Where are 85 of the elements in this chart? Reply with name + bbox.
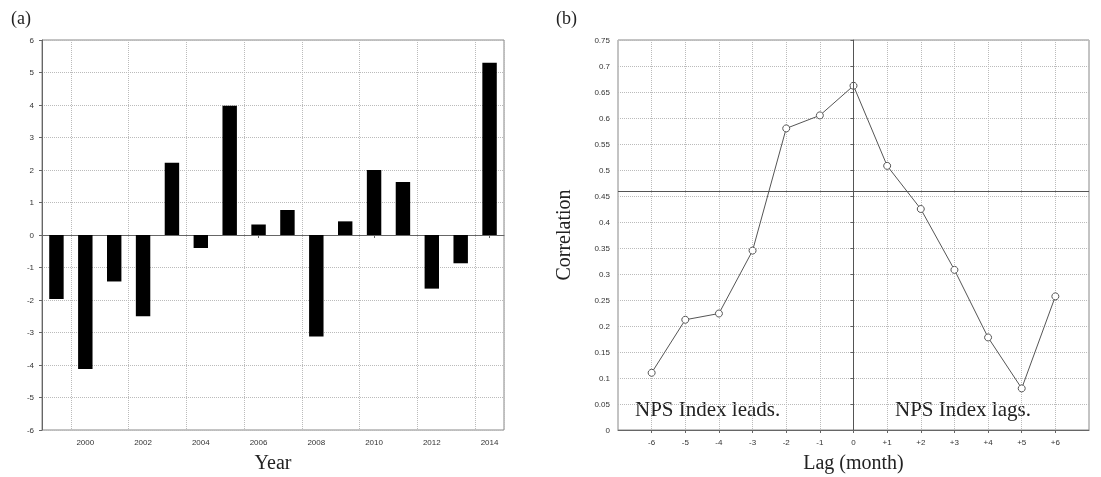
y-tick-label: -2 — [26, 295, 35, 305]
x-tick-label: -1 — [816, 437, 824, 447]
y-tick-label: 0.35 — [594, 243, 611, 253]
bar — [164, 162, 180, 235]
bar — [453, 235, 468, 264]
x-tick-label: +1 — [882, 437, 893, 447]
point — [883, 161, 892, 170]
point — [916, 205, 925, 213]
point — [782, 124, 791, 133]
chart-title: (b) — [556, 8, 577, 29]
y-tick-label: 0.4 — [598, 217, 611, 227]
x-tick-label: +6 — [1050, 437, 1061, 447]
x-tick-label: 2014 — [480, 437, 500, 447]
bar — [280, 209, 295, 235]
x-tick-label: +3 — [949, 437, 960, 447]
x-tick-label: -6 — [648, 437, 656, 447]
y-tick-label: -5 — [26, 393, 35, 402]
x-tick-label: +5 — [1017, 437, 1027, 447]
point — [815, 111, 824, 120]
x-tick-label: -3 — [749, 437, 757, 447]
y-tick-label: 0.3 — [598, 269, 611, 279]
x-tick-label: -5 — [681, 437, 690, 447]
y-tick-label: 0.7 — [598, 61, 611, 71]
x-tick-label: 0 — [851, 437, 857, 447]
y-tick-label: 0.05 — [594, 399, 611, 409]
bar — [366, 170, 382, 235]
y-tick-label: -6 — [26, 425, 35, 435]
y-tick-label: 0 — [29, 230, 35, 240]
y-tick-label: 0.15 — [594, 347, 611, 357]
point — [748, 246, 757, 255]
bar — [49, 235, 64, 300]
bar — [482, 62, 497, 235]
bar — [222, 105, 237, 235]
x-axis-title: Lag (month) — [803, 451, 904, 474]
y-tick-label: 2 — [29, 165, 35, 175]
x-tick-label: 2008 — [307, 437, 326, 447]
point — [1017, 384, 1026, 393]
y-tick-label: 0 — [605, 425, 611, 435]
bar — [251, 224, 266, 235]
x-tick-label: 2006 — [249, 437, 269, 447]
x-tick-label: 2012 — [422, 437, 442, 447]
y-axis-title: Correlation — [552, 189, 574, 281]
chart-title: (a) — [11, 8, 31, 29]
point — [647, 368, 656, 377]
y-tick-label: 0.2 — [598, 321, 611, 331]
annotation: NPS Index leads. — [635, 396, 781, 421]
x-tick-label: 2000 — [76, 437, 95, 447]
bar — [424, 235, 440, 289]
x-tick-label: 2010 — [365, 437, 384, 447]
x-tick-label: +2 — [916, 437, 926, 447]
bar — [78, 235, 93, 369]
bar — [337, 221, 353, 235]
y-tick-label: 1 — [29, 198, 35, 207]
point — [984, 333, 993, 342]
x-tick-label: +4 — [983, 437, 994, 447]
x-tick-label: -4 — [715, 437, 724, 447]
annotation: NPS Index lags. — [895, 396, 1031, 421]
point — [950, 265, 959, 274]
point — [681, 315, 690, 324]
point — [714, 309, 723, 318]
y-tick-label: -3 — [26, 328, 35, 337]
y-tick-label: 0.55 — [594, 139, 611, 149]
y-tick-label: 0.25 — [594, 295, 611, 305]
y-tick-label: 0.65 — [594, 87, 611, 97]
y-tick-label: 0.45 — [594, 191, 611, 201]
x-tick-label: 2002 — [134, 437, 153, 447]
x-tick-label: 2004 — [191, 437, 211, 447]
bar — [135, 235, 151, 317]
y-tick-label: 4 — [29, 100, 35, 110]
y-tick-label: 0.6 — [598, 113, 611, 123]
y-tick-label: -1 — [26, 263, 35, 272]
bar — [106, 235, 122, 282]
y-tick-label: 3 — [29, 133, 35, 142]
y-tick-label: 5 — [29, 68, 35, 77]
y-tick-label: 0.5 — [598, 165, 611, 175]
bar — [395, 182, 411, 235]
point — [1051, 292, 1060, 301]
x-axis-title: Year — [254, 451, 292, 473]
y-tick-label: 6 — [29, 35, 35, 45]
bar — [309, 235, 324, 337]
x-tick-label: -2 — [782, 437, 791, 447]
y-tick-label: -4 — [26, 360, 35, 370]
y-tick-label: 0.75 — [594, 35, 611, 45]
y-tick-label: 0.1 — [598, 373, 611, 383]
bar — [193, 235, 209, 248]
